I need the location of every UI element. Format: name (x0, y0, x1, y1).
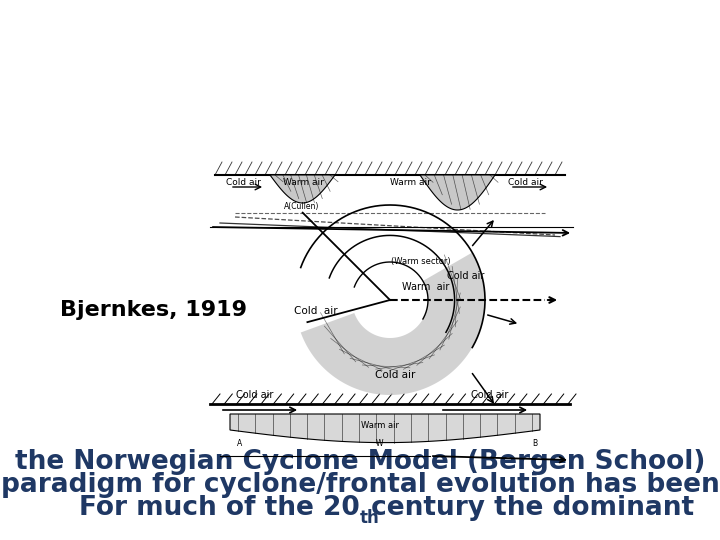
Text: B: B (532, 439, 538, 448)
Text: Cold air: Cold air (447, 271, 485, 281)
Text: Cold air: Cold air (375, 370, 415, 380)
Text: Bjernkes, 1919: Bjernkes, 1919 (60, 300, 247, 320)
Text: (Warm sector): (Warm sector) (390, 257, 450, 266)
Text: Cold air: Cold air (472, 390, 509, 400)
Text: Warm air: Warm air (390, 178, 431, 187)
Text: century the dominant: century the dominant (362, 495, 694, 521)
Text: Cold air: Cold air (225, 178, 261, 187)
Text: For much of the 20: For much of the 20 (79, 495, 360, 521)
Text: A: A (238, 439, 243, 448)
Text: Cold  air: Cold air (294, 306, 338, 316)
Polygon shape (420, 175, 495, 210)
Text: Cold air: Cold air (236, 390, 274, 400)
Text: A(Cullen): A(Cullen) (284, 202, 320, 211)
Text: W: W (377, 439, 384, 448)
Text: Cold air: Cold air (508, 178, 542, 187)
Text: th: th (360, 509, 379, 527)
Text: Warm air: Warm air (282, 178, 323, 187)
Polygon shape (230, 414, 540, 443)
Polygon shape (270, 175, 335, 203)
Text: the Norwegian Cyclone Model (Bergen School): the Norwegian Cyclone Model (Bergen Scho… (15, 449, 705, 475)
Text: paradigm for cyclone/frontal evolution has been: paradigm for cyclone/frontal evolution h… (1, 472, 719, 498)
Polygon shape (301, 253, 485, 395)
Text: Warm  air: Warm air (402, 282, 450, 293)
Text: Warm air: Warm air (361, 421, 399, 430)
